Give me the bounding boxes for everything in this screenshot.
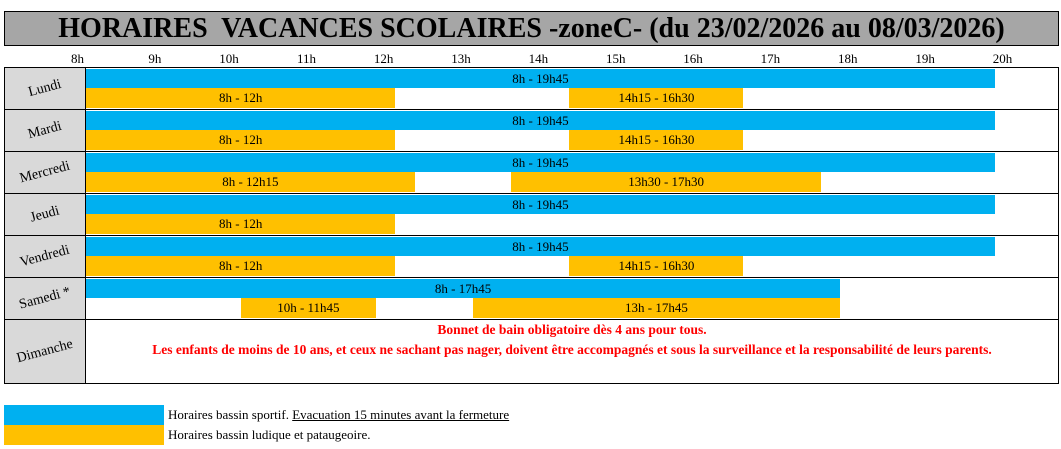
hour-label: 16h	[683, 51, 703, 66]
leisure-pool-bar: 8h - 12h	[86, 256, 396, 276]
leisure-pool-bar: 8h - 12h15	[86, 172, 415, 192]
row-divider	[4, 235, 1059, 236]
day-label: Jeudi	[28, 202, 62, 226]
hour-label: 8h	[71, 51, 84, 66]
leisure-pool-bar: 10h - 11h45	[240, 298, 377, 318]
hour-label: 18h	[838, 51, 858, 66]
day-label: Dimanche	[15, 336, 75, 366]
day-cell-dimanche: Dimanche	[5, 320, 85, 383]
leisure-pool-bar: 8h - 12h	[86, 214, 396, 234]
schedule-grid	[4, 67, 1059, 384]
hour-label: 9h	[148, 51, 162, 66]
sport-pool-bar: 8h - 19h45	[86, 69, 995, 88]
leisure-pool-bar: 8h - 12h	[86, 130, 396, 150]
hour-label: 15h	[605, 51, 626, 66]
day-cell: Vendredi	[5, 236, 85, 277]
hour-label: 11h	[297, 51, 317, 66]
leisure-pool-bar: 13h - 17h45	[472, 298, 841, 318]
page-title: HORAIRES VACANCES SCOLAIRES -zoneC- (du …	[4, 11, 1059, 46]
legend-evacuation-note: Evacuation 15 minutes avant la fermeture	[292, 407, 510, 422]
row-divider	[4, 193, 1059, 194]
hour-label: 13h	[451, 51, 471, 66]
sport-pool-bar: 8h - 19h45	[86, 237, 995, 256]
day-label: Mardi	[26, 118, 64, 142]
leisure-pool-bar: 8h - 12h	[86, 88, 396, 108]
sport-pool-bar: 8h - 19h45	[86, 111, 995, 130]
leisure-pool-bar: 14h15 - 16h30	[569, 256, 744, 276]
day-label: Mercredi	[18, 158, 72, 186]
day-cell: Jeudi	[5, 194, 85, 235]
hour-label: 10h	[219, 51, 239, 66]
day-cell: Lundi	[5, 68, 85, 109]
hour-label: 20h	[992, 51, 1013, 66]
row-divider	[4, 319, 1059, 320]
day-label: Samedi *	[17, 283, 73, 313]
hour-label: 19h	[915, 51, 935, 66]
notice-text: Bonnet de bain obligatoire dès 4 ans pou…	[86, 320, 1058, 383]
day-cell: Mercredi	[5, 152, 85, 193]
sport-pool-bar: 8h - 17h45	[86, 279, 841, 298]
sport-pool-bar: 8h - 19h45	[86, 153, 995, 172]
day-cell: Mardi	[5, 110, 85, 151]
row-divider	[4, 151, 1059, 152]
day-label: Vendredi	[18, 242, 72, 270]
sport-pool-bar: 8h - 19h45	[86, 195, 995, 214]
row-divider	[4, 109, 1059, 110]
legend-label-sport: Horaires bassin sportif. Evacuation 15 m…	[168, 405, 509, 425]
hour-label: 21h	[1052, 49, 1061, 68]
legend-sport-text: Horaires bassin sportif.	[168, 407, 293, 422]
day-column-divider	[85, 67, 86, 384]
leisure-pool-bar: 14h15 - 16h30	[569, 130, 744, 150]
notice-line-children: Les enfants de moins de 10 ans, et ceux …	[152, 341, 992, 357]
leisure-pool-bar: 14h15 - 16h30	[569, 88, 744, 108]
hour-label: 14h	[528, 51, 549, 66]
hour-label: 17h	[760, 51, 781, 66]
legend-swatch-sport	[4, 405, 164, 425]
leisure-pool-bar: 13h30 - 17h30	[511, 172, 821, 192]
legend-swatch-ludique	[4, 425, 164, 445]
notice-line-cap: Bonnet de bain obligatoire dès 4 ans pou…	[437, 322, 707, 337]
day-label: Lundi	[26, 76, 63, 100]
hour-label: 12h	[373, 51, 394, 66]
row-divider	[4, 277, 1059, 278]
day-cell: Samedi *	[5, 278, 85, 319]
legend-label-ludique: Horaires bassin ludique et pataugeoire.	[168, 427, 371, 442]
